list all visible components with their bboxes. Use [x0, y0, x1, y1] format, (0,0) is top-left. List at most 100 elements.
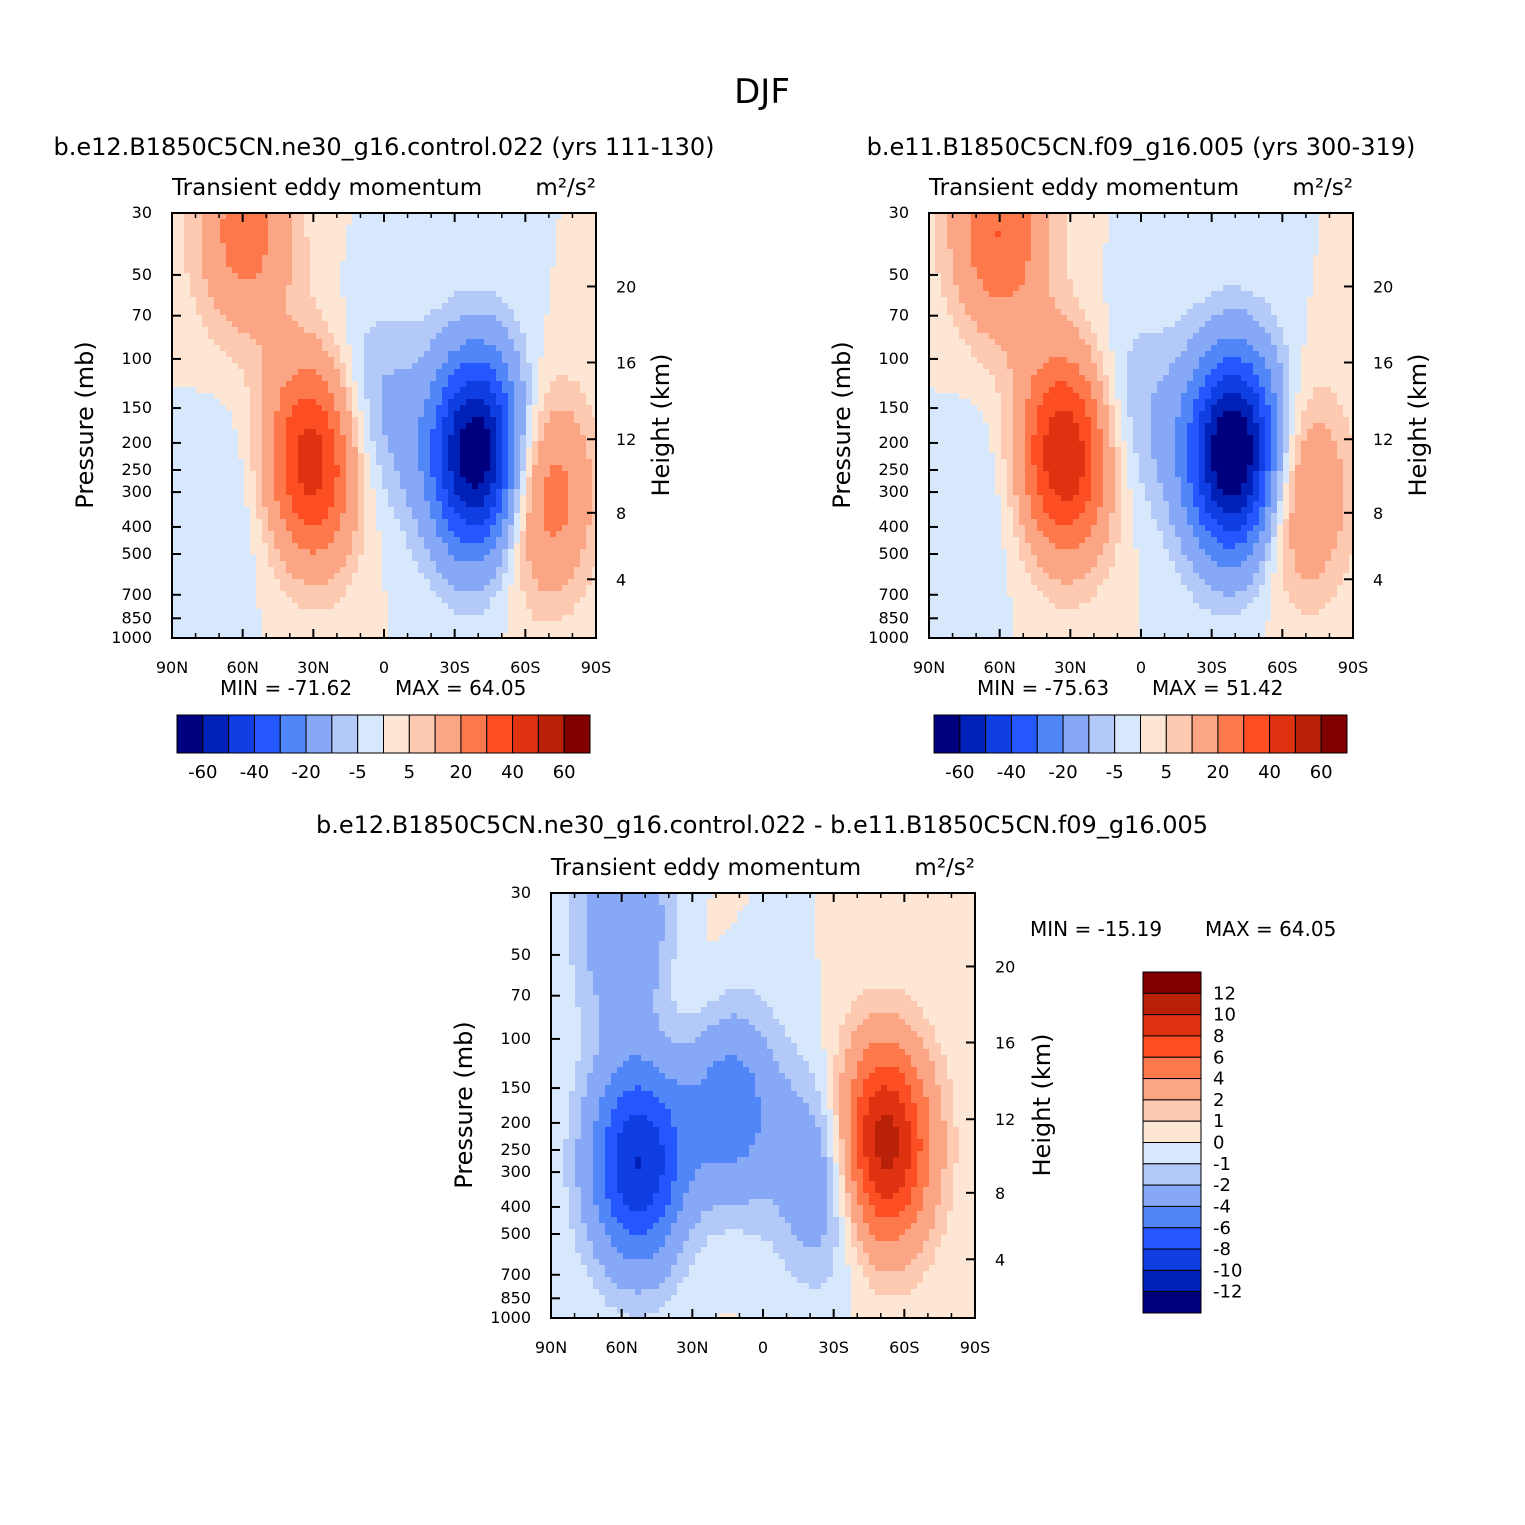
contour-cell — [568, 531, 575, 538]
contour-cell — [298, 267, 305, 274]
contour-cell — [460, 459, 467, 466]
contour-cell — [388, 429, 395, 436]
contour-cell — [238, 483, 245, 490]
contour-cell — [430, 597, 437, 604]
contour-cell — [190, 597, 197, 604]
contour-cell — [424, 345, 431, 352]
contour-cell — [388, 447, 395, 454]
contour-cell — [556, 237, 563, 244]
contour-cell — [406, 501, 413, 508]
contour-cell — [430, 465, 437, 472]
contour-cell — [250, 297, 257, 304]
contour-cell — [568, 549, 575, 556]
contour-cell — [340, 219, 347, 226]
contour-cell — [172, 573, 179, 580]
contour-cell — [442, 411, 449, 418]
contour-cell — [262, 339, 269, 346]
contour-cell — [544, 555, 551, 562]
contour-cell — [346, 405, 353, 412]
contour-cell — [388, 213, 395, 220]
contour-cell — [478, 375, 485, 382]
contour-cell — [376, 303, 383, 310]
contour-cell — [268, 291, 275, 298]
contour-cell — [274, 603, 281, 610]
contour-cell — [442, 363, 449, 370]
contour-cell — [226, 411, 233, 418]
contour-cell — [574, 363, 581, 370]
contour-cell — [484, 453, 491, 460]
contour-cell — [502, 231, 509, 238]
contour-cell — [214, 621, 221, 628]
contour-cell — [496, 429, 503, 436]
contour-cell — [352, 411, 359, 418]
contour-cell — [310, 471, 317, 478]
contour-cell — [574, 513, 581, 520]
contour-cell — [322, 303, 329, 310]
contour-cell — [436, 447, 443, 454]
contour-cell — [364, 531, 371, 538]
contour-cell — [286, 423, 293, 430]
contour-cell — [322, 471, 329, 478]
contour-cell — [412, 471, 419, 478]
contour-cell — [364, 543, 371, 550]
contour-cell — [358, 303, 365, 310]
contour-cell — [442, 333, 449, 340]
contour-cell — [496, 591, 503, 598]
contour-cell — [400, 291, 407, 298]
contour-cell — [328, 459, 335, 466]
contour-cell — [424, 255, 431, 262]
contour-cell — [532, 231, 539, 238]
contour-cell — [274, 507, 281, 514]
contour-cell — [178, 321, 185, 328]
contour-cell — [322, 561, 329, 568]
contour-cell — [412, 501, 419, 508]
contour-cell — [478, 243, 485, 250]
contour-cell — [268, 399, 275, 406]
contour-cell — [304, 537, 311, 544]
contour-cell — [328, 345, 335, 352]
contour-cell — [538, 357, 545, 364]
contour-cell — [376, 243, 383, 250]
contour-cell — [592, 471, 596, 478]
contour-cell — [418, 369, 425, 376]
contour-cell — [436, 483, 443, 490]
contour-cell — [298, 627, 305, 634]
contour-cell — [580, 243, 587, 250]
contour-cell — [478, 441, 485, 448]
contour-cell — [244, 591, 251, 598]
contour-cell — [526, 435, 533, 442]
contour-cell — [244, 549, 251, 556]
contour-cell — [316, 471, 323, 478]
contour-cell — [520, 333, 527, 340]
contour-cell — [376, 555, 383, 562]
contour-cell — [424, 297, 431, 304]
contour-cell — [592, 243, 596, 250]
contour-cell — [286, 237, 293, 244]
contour-cell — [394, 387, 401, 394]
contour-cell — [280, 267, 287, 274]
contour-cell — [406, 279, 413, 286]
contour-cell — [370, 363, 377, 370]
contour-cell — [478, 219, 485, 226]
contour-cell — [394, 381, 401, 388]
contour-cell — [454, 339, 461, 346]
contour-cell — [352, 423, 359, 430]
contour-cell — [352, 501, 359, 508]
contour-cell — [448, 567, 455, 574]
contour-cell — [244, 357, 251, 364]
contour-cell — [178, 519, 185, 526]
contour-cell — [202, 363, 209, 370]
contour-cell — [364, 609, 371, 616]
contour-cell — [574, 405, 581, 412]
contour-cell — [172, 255, 179, 262]
contour-cell — [472, 393, 479, 400]
contour-cell — [556, 213, 563, 220]
contour-cell — [376, 369, 383, 376]
contour-cell — [298, 447, 305, 454]
contour-cell — [304, 453, 311, 460]
contour-cell — [460, 543, 467, 550]
contour-cell — [430, 249, 437, 256]
contour-cell — [526, 237, 533, 244]
contour-cell — [226, 351, 233, 358]
contour-cell — [184, 375, 191, 382]
